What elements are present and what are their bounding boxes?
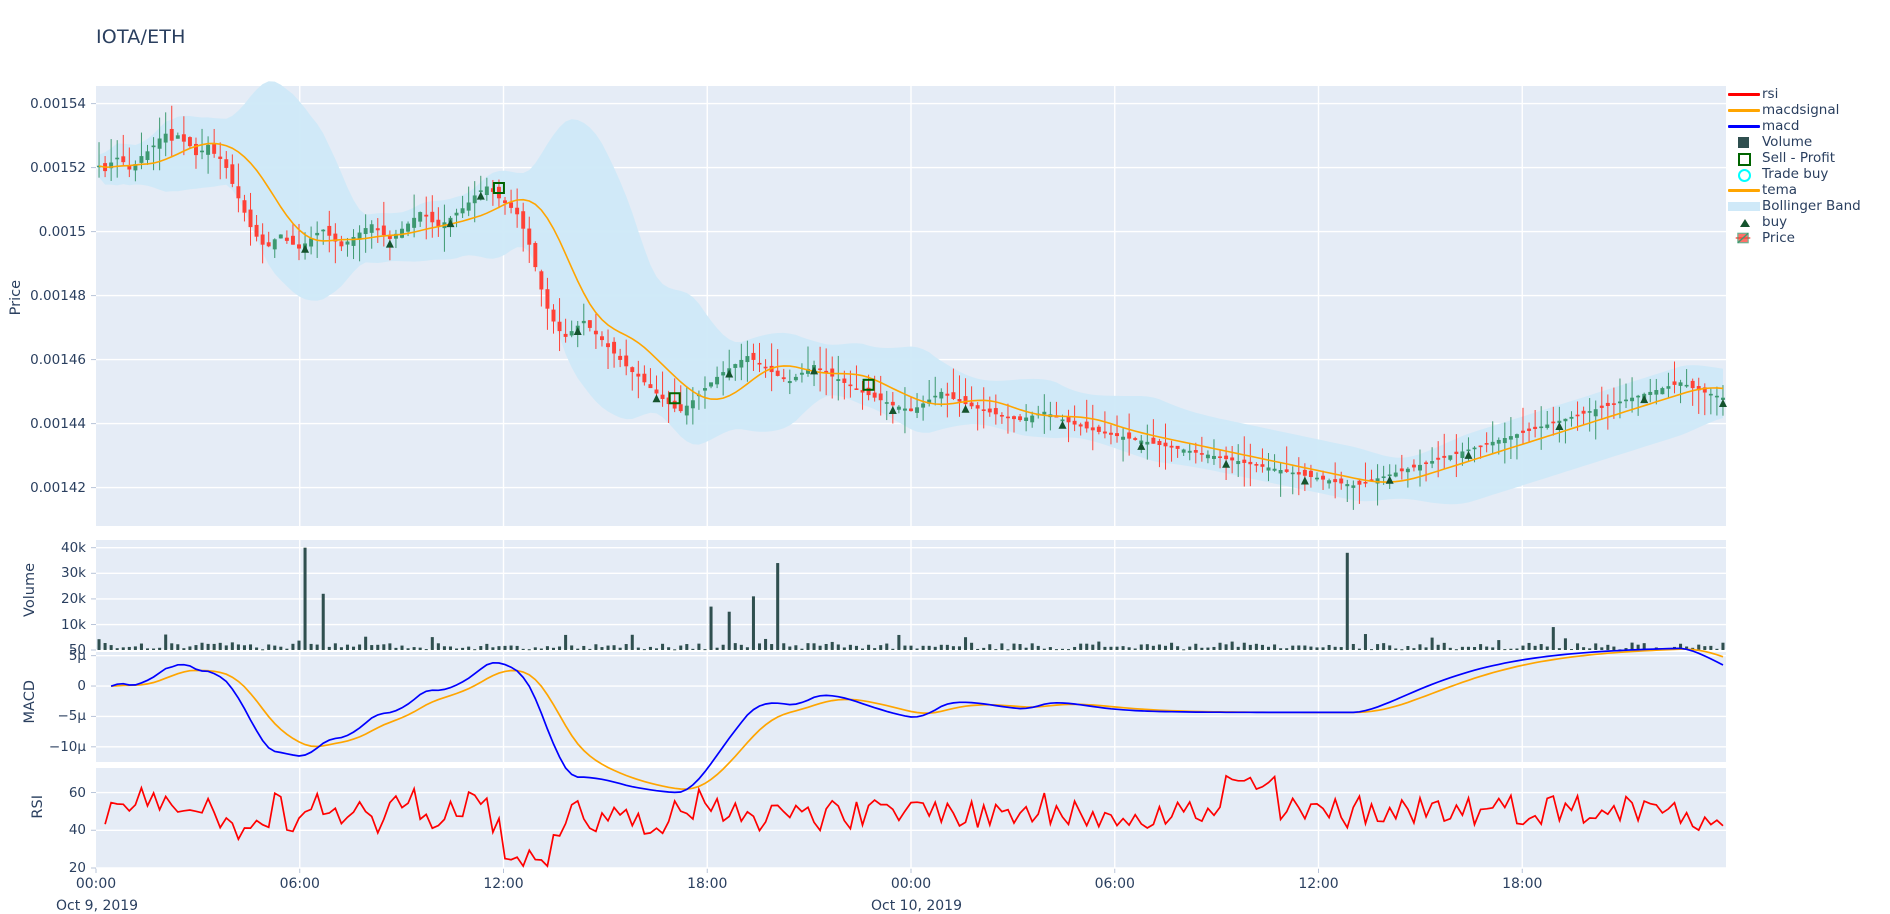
y-tick-label: 0.00154 [30,95,86,112]
y-tick-label: 0.00146 [30,351,86,368]
legend-item-label: macd [1762,118,1800,134]
x-tick-label: 18:00 [1502,876,1543,892]
x-tick-date-label: Oct 9, 2019 [56,898,139,914]
legend-item-tema[interactable]: tema [1726,182,1890,198]
legend-item-macdsignal[interactable]: macdsignal [1726,102,1890,118]
x-tick-label: 00:00 [890,876,932,892]
open-square-icon [1726,150,1762,166]
y-tick-label: 0.00148 [30,287,86,304]
x-tick-label: 18:00 [687,876,728,892]
line-icon [1726,86,1762,102]
volume-subplot[interactable] [96,540,1726,650]
legend-item-label: rsi [1762,86,1779,102]
legend-item-buy[interactable]: buy [1726,214,1890,230]
x-tick-label: 06:00 [1094,876,1135,892]
legend-item-label: tema [1762,182,1798,198]
y-tick-label: −5μ [57,708,87,725]
y-tick-label: 0 [77,678,86,695]
y-tick-label: 0.00142 [30,479,86,496]
square-icon [1726,134,1762,150]
y-tick-label: 0.0015 [38,223,86,240]
band-icon [1726,198,1762,214]
y-tick-label: 5μ [68,647,86,664]
triangle-up-icon [1726,214,1762,230]
y-tick-label: −10μ [48,738,86,755]
y-tick-label: 40k [61,539,86,556]
price-subplot[interactable] [96,86,1726,526]
legend-item-label: Volume [1762,134,1813,150]
y-tick-label: 20 [68,860,86,876]
x-tick-date-label: Oct 10, 2019 [871,898,962,914]
legend-item-volume[interactable]: Volume [1726,134,1890,150]
legend-item-label: macdsignal [1762,102,1840,118]
y-tick-label: 60 [68,784,86,801]
x-tick-label: 12:00 [483,876,524,892]
legend-item-label: Sell - Profit [1762,150,1836,166]
legend-item-label: Price [1762,230,1795,246]
y-tick-label: 10k [61,616,86,633]
y-tick-label: 30k [61,565,86,582]
legend-item-trade-buy[interactable]: Trade buy [1726,166,1890,182]
line-icon [1726,182,1762,198]
line-icon [1726,102,1762,118]
legend[interactable]: rsi macdsignal macd Volume Sell - Profit Trad… [1726,86,1890,246]
legend-item-bollinger-band[interactable]: Bollinger Band [1726,198,1890,214]
legend-item-label: Trade buy [1762,166,1829,182]
candlestick-icon [1726,230,1762,246]
y-tick-label: 0.00144 [30,415,86,432]
line-icon [1726,118,1762,134]
open-circle-icon [1726,166,1762,182]
x-tick-label: 06:00 [279,876,320,892]
legend-item-sell-profit[interactable]: Sell - Profit [1726,150,1890,166]
rsi-subplot[interactable] [96,768,1726,868]
legend-item-label: Bollinger Band [1762,198,1861,214]
y-tick-label: 20k [61,590,86,607]
legend-item-label: buy [1762,214,1788,230]
page-title: IOTA/ETH [96,26,186,48]
y-tick-label: 0.00152 [30,159,86,176]
y-tick-label: 50 [68,642,86,658]
legend-item-rsi[interactable]: rsi [1726,86,1890,102]
y-tick-label: 40 [68,822,86,839]
x-tick-label: 12:00 [1298,876,1339,892]
x-tick-label: 00:00 [75,876,117,892]
legend-item-macd[interactable]: macd [1726,118,1890,134]
macd-subplot[interactable] [96,652,1726,762]
legend-item-price[interactable]: Price [1726,230,1890,246]
